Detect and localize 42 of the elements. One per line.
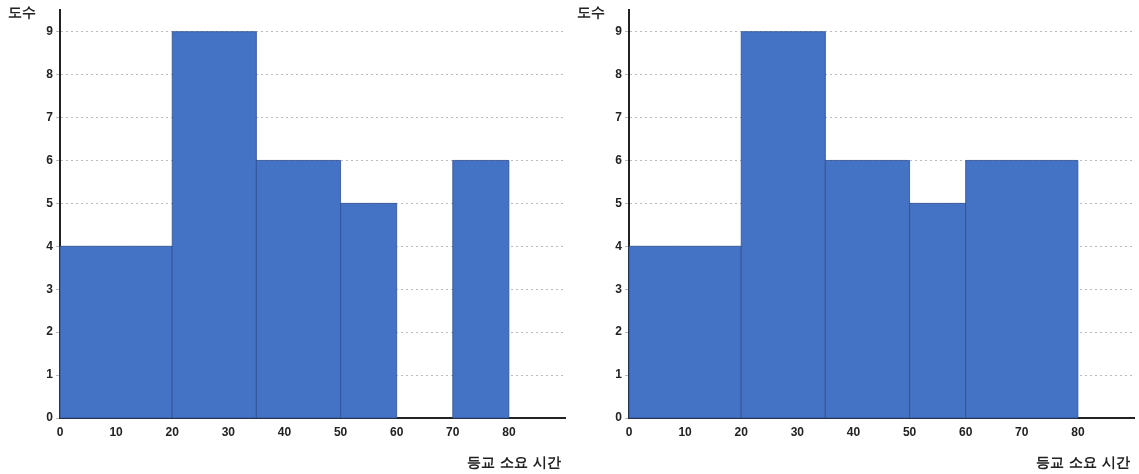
- y-tick-label: 2: [46, 324, 54, 339]
- y-tick-label: 6: [46, 152, 54, 167]
- x-tick-label: 40: [846, 424, 861, 439]
- x-tick-label: 30: [790, 424, 805, 439]
- y-tick-label: 5: [615, 195, 623, 210]
- x-tick-label: 50: [333, 424, 348, 439]
- x-tick-label: 70: [446, 424, 460, 439]
- y-tick-label: 7: [615, 109, 623, 124]
- x-tick-label: 20: [165, 424, 180, 439]
- y-tick-label: 3: [615, 281, 623, 296]
- x-tick-label: 10: [109, 424, 124, 439]
- y-tick-label: 5: [46, 195, 54, 210]
- x-tick-label: 50: [902, 424, 917, 439]
- x-tick-label: 80: [1071, 424, 1085, 439]
- x-tick-label: 10: [678, 424, 693, 439]
- x-tick-label: 30: [221, 424, 236, 439]
- y-tick-label: 8: [46, 66, 54, 81]
- x-tick-label: 60: [389, 424, 404, 439]
- y-tick-label: 8: [615, 66, 623, 81]
- x-axis-title: 등교 소요 시간: [1036, 454, 1130, 472]
- y-tick-label: 1: [615, 367, 623, 382]
- y-tick-label: 7: [46, 109, 54, 124]
- y-tick-label: 1: [46, 367, 54, 382]
- x-tick-label: 20: [734, 424, 749, 439]
- x-tick-label: 40: [277, 424, 292, 439]
- x-tick-label: 0: [56, 424, 64, 439]
- y-tick-label: 4: [46, 238, 54, 253]
- y-tick-label: 4: [615, 238, 623, 253]
- y-tick-label: 0: [615, 410, 623, 425]
- y-tick-label: 3: [46, 281, 54, 296]
- x-tick-label: 60: [958, 424, 973, 439]
- y-tick-label: 6: [615, 152, 623, 167]
- y-tick-label: 9: [46, 23, 54, 38]
- x-tick-label: 80: [502, 424, 516, 439]
- x-tick-label: 0: [625, 424, 633, 439]
- y-axis-title: 도수: [8, 4, 36, 22]
- y-tick-label: 9: [615, 23, 623, 38]
- y-tick-label: 0: [46, 410, 54, 425]
- x-tick-label: 70: [1015, 424, 1029, 439]
- x-axis-title: 등교 소요 시간: [467, 454, 561, 472]
- y-tick-label: 2: [615, 324, 623, 339]
- y-axis-title: 도수: [577, 4, 605, 22]
